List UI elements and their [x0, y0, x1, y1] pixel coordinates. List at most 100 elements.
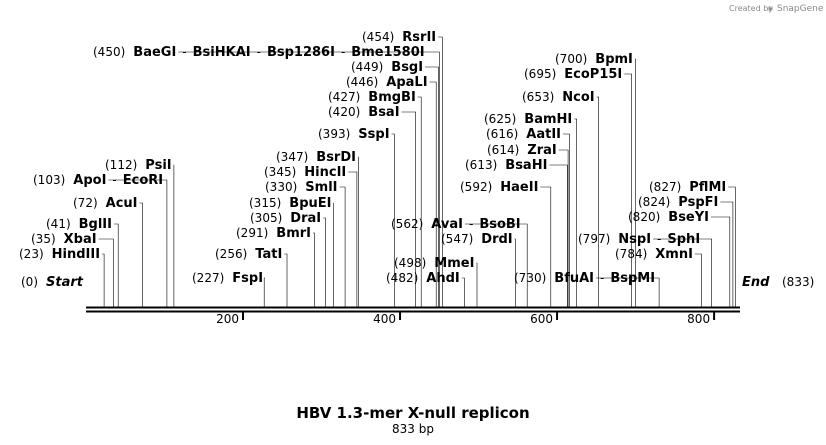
- site-label: (112) PsiI: [105, 158, 172, 173]
- enzyme-name: TatI: [255, 247, 282, 262]
- site-position: (72): [73, 196, 98, 210]
- cut-leader: [139, 202, 143, 307]
- site-label: (227) FspI: [192, 271, 263, 286]
- enzyme-name: PflMI: [689, 180, 726, 195]
- enzyme-name: BpmI: [595, 52, 633, 67]
- site-position: (695): [524, 67, 556, 81]
- site-position: (23): [19, 247, 44, 261]
- site-label: (345) HincII: [264, 165, 346, 180]
- enzyme-name: ZraI: [527, 143, 556, 158]
- end-label: End: [742, 275, 770, 290]
- site-position: (653): [522, 90, 554, 104]
- enzyme-name: BglII: [79, 217, 112, 232]
- snapgene-icon: ◈: [767, 4, 774, 13]
- enzyme-name: BsaHI: [505, 158, 547, 173]
- site-position: (345): [264, 165, 296, 179]
- ruler-tick-label: 200: [216, 312, 239, 326]
- enzyme-name: BsiHKAI: [193, 45, 251, 60]
- cut-leader: [425, 66, 439, 307]
- enzyme-name: RsrII: [402, 30, 436, 45]
- enzyme-name: EcoRI: [123, 173, 163, 188]
- enzyme-name: BmrI: [276, 226, 311, 241]
- site-position: (827): [649, 180, 681, 194]
- cut-leader: [653, 238, 713, 307]
- ruler-tick-label: 400: [373, 312, 396, 326]
- site-position: (730): [514, 271, 546, 285]
- site-label: (450) BaeGI - BsiHKAI - Bsp1286I - Bme1580I: [93, 45, 425, 60]
- site-label: (347) BsrDI: [276, 150, 356, 165]
- enzyme-name: BmgBI: [368, 90, 416, 105]
- cut-leader: [323, 217, 326, 307]
- enzyme-name: BsgI: [391, 60, 423, 75]
- site-position: (562): [391, 217, 423, 231]
- cut-leader: [574, 118, 578, 307]
- site-position: (797): [578, 232, 610, 246]
- site-label: (625) BamHI: [484, 112, 572, 127]
- enzyme-name: SspI: [358, 127, 389, 142]
- enzyme-name: ApoI: [73, 173, 106, 188]
- enzyme-name: HaeII: [500, 180, 538, 195]
- enzyme-name: SmlI: [305, 180, 337, 195]
- site-position: (446): [346, 75, 378, 89]
- enzyme-name: DraI: [290, 211, 321, 226]
- site-label: (547) DrdI: [441, 232, 513, 247]
- enzyme-name: DrdI: [481, 232, 512, 247]
- site-position: (482): [386, 271, 418, 285]
- site-label: (700) BpmI: [555, 52, 633, 67]
- site-label: (562) AvaI - BsoBI: [391, 217, 521, 232]
- enzyme-name: NspI: [618, 232, 651, 247]
- name-separator: -: [341, 45, 345, 59]
- enzyme-name: BpuEI: [289, 196, 331, 211]
- enzyme-name: BfuAI: [554, 271, 594, 286]
- site-position: (824): [638, 195, 670, 209]
- cut-leader: [465, 223, 528, 307]
- enzyme-name: BspMI: [610, 271, 655, 286]
- site-position: (454): [362, 30, 394, 44]
- cut-leader: [563, 133, 570, 307]
- dna-backbone: [86, 306, 740, 313]
- site-label: (797) NspI - SphI: [578, 232, 700, 247]
- cut-leader: [634, 58, 636, 307]
- site-position: (613): [465, 158, 497, 172]
- site-label: (653) NcoI: [522, 90, 595, 105]
- name-separator: -: [469, 217, 473, 231]
- cut-leader: [540, 186, 552, 307]
- site-position: (449): [351, 60, 383, 74]
- site-position: (305): [250, 211, 282, 225]
- cut-leader: [339, 186, 346, 307]
- enzyme-name: FspI: [232, 271, 263, 286]
- site-label: (827) PflMI: [649, 180, 726, 195]
- enzyme-name: BaeGI: [133, 45, 176, 60]
- site-label: (35) XbaI: [31, 232, 97, 247]
- site-label: (23) HindIII: [19, 247, 100, 262]
- cut-leader: [429, 81, 437, 307]
- site-position: (427): [328, 90, 360, 104]
- site-label: (498) MmeI: [394, 256, 474, 271]
- cut-leader: [401, 111, 417, 307]
- site-position: (256): [215, 247, 247, 261]
- name-separator: -: [257, 45, 261, 59]
- cut-leader: [348, 171, 358, 307]
- site-label: (315) BpuEI: [249, 196, 331, 211]
- credit-brand: SnapGene: [777, 4, 824, 14]
- site-label: (427) BmgBI: [328, 90, 416, 105]
- site-position: (547): [441, 232, 473, 246]
- site-label: (592) HaeII: [460, 180, 538, 195]
- site-position: (315): [249, 196, 281, 210]
- ruler: 200 400 600 800: [216, 311, 716, 326]
- cut-leader: [391, 133, 395, 307]
- site-position: (614): [487, 143, 519, 157]
- site-position: (592): [460, 180, 492, 194]
- site-label: (41) BglII: [46, 217, 112, 232]
- enzyme-name: PspFI: [678, 195, 718, 210]
- enzyme-name: HindIII: [52, 247, 100, 262]
- cut-leader: [108, 179, 168, 307]
- site-label: (305) DraI: [250, 211, 321, 226]
- cut-leader: [417, 96, 422, 307]
- site-position: (330): [265, 180, 297, 194]
- cut-leader: [596, 277, 660, 307]
- enzyme-name: AcuI: [106, 196, 138, 211]
- cut-leader: [114, 223, 119, 307]
- map-title: HBV 1.3-mer X-null replicon: [296, 404, 529, 422]
- site-label: (616) AatII: [486, 127, 561, 142]
